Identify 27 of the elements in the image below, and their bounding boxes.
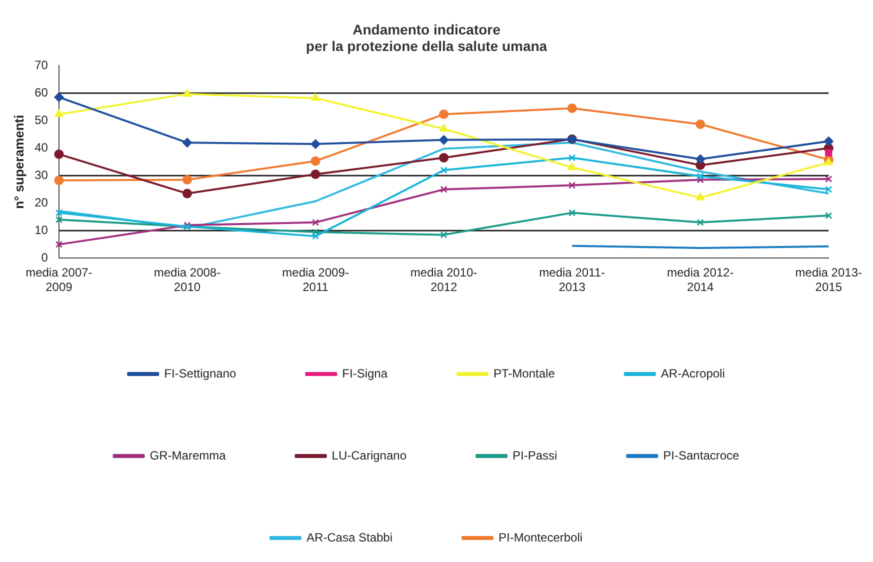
y-tick-label: 40 <box>34 140 48 154</box>
x-tick-label: media 2013- 2015 <box>795 266 862 294</box>
x-tick-label: media 2012- 2014 <box>667 266 734 294</box>
y-tick-label: 20 <box>34 195 48 210</box>
chart-title: Andamento indicatore per la protezione della salute umana <box>306 21 548 54</box>
legend-label: FI-Signa <box>342 366 388 380</box>
y-tick-label: 30 <box>34 168 48 182</box>
x-tick-label: media 2008- 2010 <box>154 266 221 294</box>
legend-label: PT-Montale <box>494 366 556 380</box>
y-tick-label: 60 <box>34 85 48 100</box>
y-tick-label: 70 <box>34 58 48 72</box>
legend-label: PI-Santacroce <box>663 448 740 462</box>
x-tick-label: media 2007- 2009 <box>26 266 92 294</box>
legend-label: AR-Acropoli <box>660 366 725 380</box>
y-tick-label: 50 <box>34 112 48 127</box>
x-tick-label: media 2009- 2011 <box>282 266 349 294</box>
legend-label: PI-Montecerboli <box>498 530 583 544</box>
x-tick-label: media 2010- 2012 <box>410 266 478 294</box>
x-tick-label: media 2011- 2013 <box>539 266 605 294</box>
y-tick-label: 10 <box>34 223 48 237</box>
y-axis-title: n° superamenti <box>11 114 26 209</box>
legend-label: FI-Settignano <box>164 366 236 380</box>
legend-label: GR-Maremma <box>150 448 226 462</box>
y-tick-label: 0 <box>41 250 48 265</box>
legend-label: LU-Carignano <box>332 448 407 462</box>
legend-label: AR-Casa Stabbi <box>306 530 393 544</box>
legend-label: PI-Passi <box>512 448 558 462</box>
